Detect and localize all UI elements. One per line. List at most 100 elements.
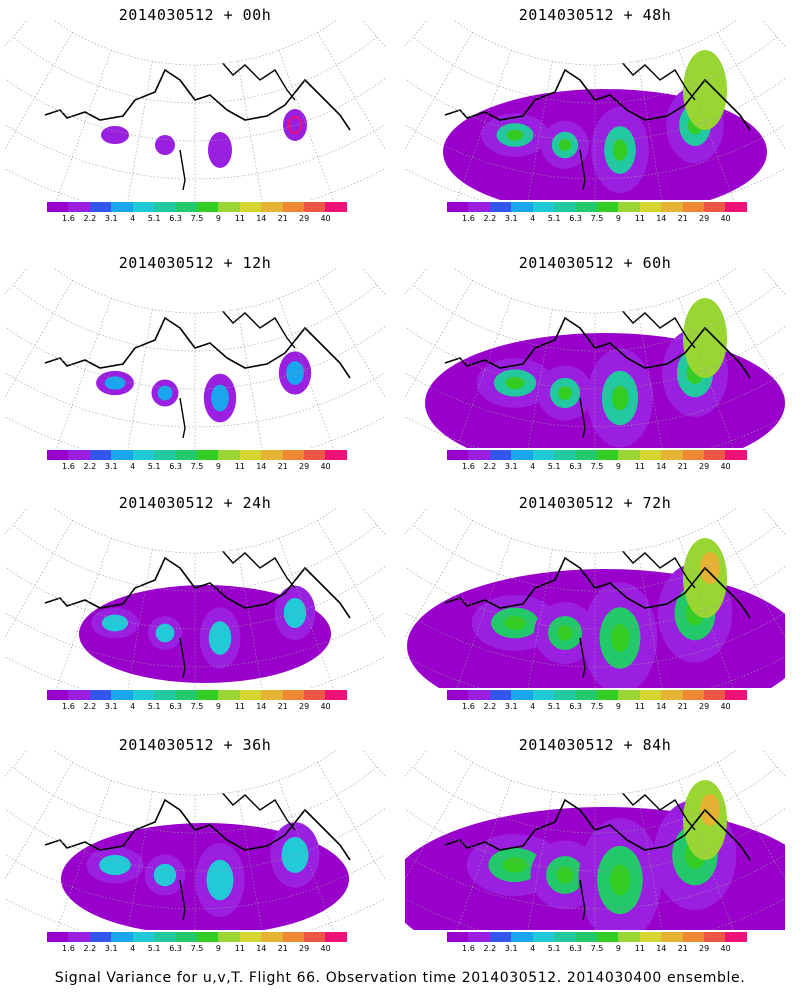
colorbar-label: 3.1 [104, 214, 118, 223]
variance-peak [612, 139, 628, 161]
variance-peak [700, 794, 720, 826]
coastline [219, 59, 296, 101]
colorbar-label: 21 [277, 944, 288, 953]
colorbar-label: 29 [699, 702, 710, 711]
colorbar-swatch [196, 932, 219, 942]
variance-core [206, 859, 234, 901]
colorbar: 1.6 2.2 3.1 4 5.1 6.3 7.5 9 11 14 21 29 40 [447, 450, 747, 480]
variance-map [5, 20, 385, 200]
graticule-line [762, 20, 785, 47]
colorbar-swatch [239, 450, 262, 460]
graticule-line [5, 372, 385, 428]
graticule-line [405, 520, 473, 638]
colorbar-swatch [282, 932, 305, 942]
colorbar-swatch [239, 690, 262, 700]
graticule-line [405, 168, 785, 200]
colorbar-label: 6.3 [169, 214, 182, 223]
colorbar-label: 3.1 [504, 214, 518, 223]
colorbar-label: 29 [699, 214, 710, 223]
colorbar-label: 29 [699, 462, 710, 471]
colorbar-swatch [47, 202, 69, 212]
colorbar-swatch [325, 690, 347, 700]
graticule-line [405, 372, 785, 428]
colorbar-swatch [282, 690, 305, 700]
colorbar: 1.6 2.2 3.1 4 5.1 6.3 7.5 9 11 14 21 29 40 [447, 202, 747, 232]
colorbar-swatch [661, 932, 683, 942]
coastline [219, 547, 296, 589]
colorbar-swatch [704, 202, 726, 212]
colorbar-label: 5.1 [147, 944, 161, 953]
variance-peak [610, 624, 630, 652]
colorbar-label: 4 [530, 462, 536, 471]
graticule-line [527, 61, 553, 200]
graticule-line [5, 168, 385, 200]
graticule-line [405, 326, 785, 390]
variance-core [208, 621, 232, 655]
graticule-line [405, 656, 785, 688]
colorbar-label: 6.3 [569, 462, 582, 471]
colorbar-label: 14 [656, 944, 667, 953]
colorbar-label: 5.1 [547, 214, 561, 223]
colorbar-label: 21 [677, 702, 688, 711]
colorbar-label: 3.1 [504, 462, 518, 471]
panel-title: 2014030512 + 00h [118, 6, 272, 24]
colorbar-label: 11 [234, 944, 245, 953]
graticule-line [5, 612, 385, 668]
colorbar-label: 7.5 [590, 944, 604, 953]
graticule-line [5, 808, 385, 872]
colorbar-label: 11 [634, 214, 645, 223]
colorbar-label: 2.2 [483, 214, 497, 223]
graticule-line [412, 524, 778, 592]
coastline [44, 68, 351, 131]
colorbar-swatch [596, 450, 619, 460]
colorbar-swatch [282, 450, 305, 460]
colorbar-swatch [618, 202, 640, 212]
colorbar-swatch [175, 932, 197, 942]
graticule-line [237, 791, 263, 930]
graticule-line [317, 762, 385, 880]
graticule-line [5, 268, 28, 295]
colorbar-swatch [618, 932, 640, 942]
colorbar-swatch [282, 202, 305, 212]
colorbar-label: 7.5 [190, 214, 204, 223]
colorbar-swatch [175, 202, 197, 212]
colorbar-label: 1.6 [462, 462, 475, 471]
coastline [179, 879, 186, 921]
colorbar-label: 4 [130, 944, 136, 953]
colorbar-label: 6.3 [169, 944, 182, 953]
colorbar-swatch [511, 690, 533, 700]
colorbar-swatch [682, 450, 705, 460]
colorbar-label: 40 [720, 462, 731, 471]
colorbar-swatch [554, 450, 576, 460]
colorbar-label: 5.1 [147, 702, 161, 711]
colorbar-swatch [639, 690, 662, 700]
variance-region [283, 109, 307, 141]
map-panel: 2014030512 + 48h 1.6 2.2 3.1 4 5.1 6.3 7.5 9 11 14… [405, 0, 785, 245]
colorbar-label: 14 [256, 462, 267, 471]
colorbar-swatch [47, 932, 69, 942]
colorbar-swatch [325, 202, 347, 212]
variance-map [405, 508, 785, 688]
colorbar-label: 4 [530, 702, 536, 711]
colorbar-label: 3.1 [504, 702, 518, 711]
colorbar-label: 7.5 [190, 702, 204, 711]
coastline [179, 397, 186, 439]
variance-peak [609, 864, 631, 896]
colorbar-swatch [239, 202, 262, 212]
colorbar-label: 9 [615, 462, 621, 471]
variance-peak [556, 866, 574, 884]
colorbar-label: 14 [256, 944, 267, 953]
graticule-line [637, 309, 663, 448]
colorbar-swatch [468, 932, 490, 942]
colorbar-label: 4 [130, 214, 136, 223]
colorbar-label: 6.3 [569, 214, 582, 223]
colorbar-label: 3.1 [504, 944, 518, 953]
variance-peak [502, 857, 528, 873]
colorbar-label: 4 [130, 702, 136, 711]
colorbar-swatch [618, 690, 640, 700]
colorbar-label: 5.1 [147, 214, 161, 223]
graticule-line [12, 766, 378, 834]
colorbar-swatch [447, 202, 469, 212]
panel-title: 2014030512 + 84h [518, 736, 672, 754]
variance-peak [557, 625, 573, 641]
